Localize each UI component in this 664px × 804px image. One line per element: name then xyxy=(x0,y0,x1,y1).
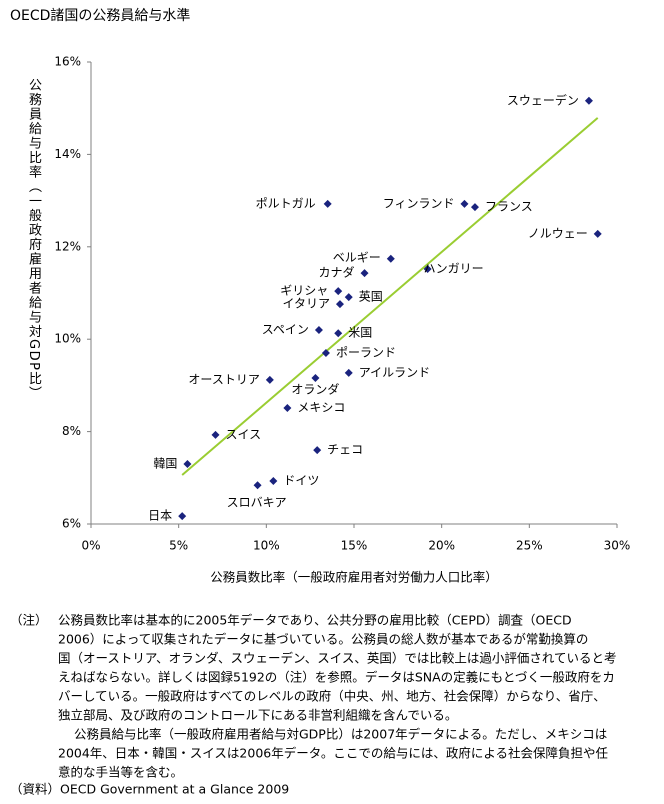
y-axis-label: 公務員給与比率（一般政府雇用者給与対GDP比） xyxy=(26,78,41,401)
x-tick-label: 20% xyxy=(428,539,455,553)
point xyxy=(360,269,369,278)
point xyxy=(323,199,332,208)
note-line: えねばならない。詳しくは図録5192の（注）を参照。データはSNAの定義にもとづ… xyxy=(58,670,615,685)
point xyxy=(178,512,187,521)
source: （資料）OECD Government at a Glance 2009 xyxy=(10,782,289,797)
y-tick-label: 6% xyxy=(62,517,81,531)
trend-line xyxy=(181,117,599,476)
point-label: スロバキア xyxy=(227,496,287,510)
point xyxy=(183,459,192,468)
notes-label: （注） xyxy=(10,613,48,628)
note-line: 意的な手当等を含む。 xyxy=(58,765,183,780)
chart-title: OECD諸国の公務員給与水準 xyxy=(10,8,190,24)
point xyxy=(321,349,330,358)
y-tick-label: 12% xyxy=(54,239,81,253)
x-tick-label: 30% xyxy=(604,539,631,553)
point-label: イタリア xyxy=(282,297,330,311)
note-line: 公務員給与比率（一般政府雇用者給与対GDP比）は2007年データによる。ただし、… xyxy=(74,727,607,742)
point-label: 米国 xyxy=(348,326,372,340)
x-tick-label: 10% xyxy=(253,539,280,553)
point-label: スペイン xyxy=(262,322,309,336)
point xyxy=(460,199,469,208)
point xyxy=(283,404,292,413)
point-label: スイス xyxy=(225,427,261,441)
y-tick-label: 8% xyxy=(62,424,81,438)
point xyxy=(313,446,322,455)
point-label: オランダ xyxy=(291,382,339,397)
point xyxy=(584,96,593,105)
x-tick-label: 25% xyxy=(516,539,543,553)
y-tick-label: 14% xyxy=(54,147,81,161)
note-line: 独立部局、及び政府のコントロール下にある非営利組織を含んでいる。 xyxy=(58,708,457,723)
point xyxy=(423,264,432,273)
point xyxy=(334,329,343,338)
point-label: カナダ xyxy=(319,265,355,280)
point xyxy=(334,287,343,296)
point xyxy=(470,203,479,212)
x-tick-label: 15% xyxy=(341,539,368,553)
point-label: ギリシャ xyxy=(280,284,328,298)
point-label: ハンガリー xyxy=(424,261,484,275)
point-label: ポルトガル xyxy=(256,196,316,210)
point xyxy=(311,374,320,383)
point-label: アイルランド xyxy=(359,365,430,379)
point-label: チェコ xyxy=(327,443,363,457)
point xyxy=(344,293,353,302)
point-label: フィンランド xyxy=(383,196,455,210)
point xyxy=(265,375,274,384)
note-line: 2004年、日本・韓国・スイスは2006年データ。ここでの給与には、政府による社… xyxy=(58,746,608,761)
point xyxy=(211,430,220,439)
point-label: ドイツ xyxy=(283,474,319,488)
point xyxy=(253,481,262,490)
point-label: ベルギー xyxy=(333,250,381,264)
point-label: 韓国 xyxy=(153,456,177,470)
point xyxy=(314,325,323,334)
point-label: フランス xyxy=(485,200,533,214)
point-label: ポーランド xyxy=(336,346,396,360)
note-line: バーしている。一般政府はすべてのレベルの政府（中央、州、地方、社会保障）からなり… xyxy=(58,689,606,704)
point-label: 日本 xyxy=(148,509,172,523)
point xyxy=(386,254,395,263)
note-line: 公務員数比率は基本的に2005年データであり、公共分野の雇用比較（CEPD）調査… xyxy=(58,613,572,628)
y-tick-label: 10% xyxy=(54,332,81,346)
x-axis-label: 公務員数比率（一般政府雇用者対労働力人口比率） xyxy=(210,570,498,585)
point-label: オーストリア xyxy=(188,372,259,386)
point-label: スウェーデン xyxy=(507,92,579,107)
x-tick-label: 0% xyxy=(81,539,100,553)
note-line: 国（オーストリア、オランダ、スウェーデン、スイス、英国）では比較上は過小評価され… xyxy=(58,651,617,666)
point-label: ノルウェー xyxy=(528,226,588,240)
point-label: メキシコ xyxy=(297,401,345,415)
note-line: 2006）によって収集されたデータに基づいている。公務員の総人数が基本であるが常… xyxy=(58,632,588,647)
y-tick-label: 16% xyxy=(54,55,81,69)
point xyxy=(335,300,344,309)
point xyxy=(344,368,353,377)
point xyxy=(269,477,278,486)
point-label: 英国 xyxy=(359,290,383,304)
x-tick-label: 5% xyxy=(169,539,188,553)
point xyxy=(593,229,602,238)
